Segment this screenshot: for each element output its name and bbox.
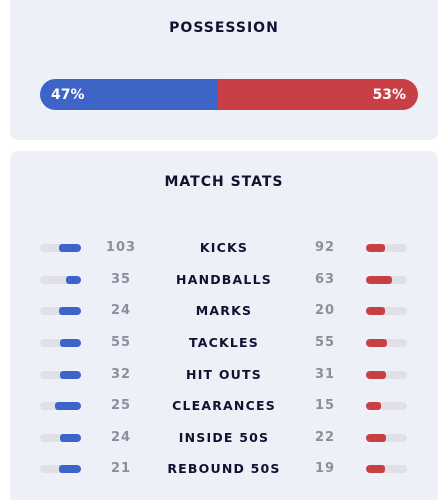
stat-row: 32 HIT OUTS 31 — [0, 366, 448, 384]
away-stat-bar — [366, 465, 407, 473]
home-stat-bar-fill — [59, 465, 81, 473]
home-stat-value: 55 — [110, 335, 132, 350]
match-stats-card: MATCH STATS — [10, 151, 438, 500]
away-stat-value: 92 — [314, 240, 336, 255]
home-stat-value: 35 — [110, 272, 132, 287]
possession-home-label: 47% — [51, 86, 85, 103]
home-stat-bar — [40, 276, 81, 284]
away-stat-bar-fill — [366, 339, 387, 347]
home-stat-bar-fill — [66, 276, 81, 284]
home-stat-bar-fill — [60, 434, 81, 442]
home-stat-bar-fill — [55, 402, 81, 410]
home-stat-bar-fill — [60, 339, 81, 347]
away-stat-bar — [366, 434, 407, 442]
possession-home-segment: 47% — [40, 79, 218, 110]
away-stat-bar — [366, 402, 407, 410]
away-stat-bar-fill — [366, 276, 392, 284]
away-stat-bar — [366, 339, 407, 347]
possession-away-label: 53% — [372, 86, 406, 103]
away-stat-bar — [366, 371, 407, 379]
possession-bar: 47% 53% — [40, 79, 418, 110]
away-stat-bar-fill — [366, 465, 385, 473]
possession-card: POSSESSION 47% 53% — [10, 0, 438, 140]
home-stat-bar — [40, 244, 81, 252]
stat-row: 24 MARKS 20 — [0, 302, 448, 320]
home-stat-value: 24 — [110, 430, 132, 445]
stat-label: INSIDE 50S — [178, 430, 270, 445]
stat-row: 103 KICKS 92 — [0, 239, 448, 257]
home-stat-value: 24 — [110, 303, 132, 318]
stat-label: REBOUND 50S — [167, 461, 281, 476]
home-stat-bar — [40, 434, 81, 442]
away-stat-value: 19 — [314, 461, 336, 476]
away-stat-value: 31 — [314, 367, 336, 382]
home-stat-bar — [40, 465, 81, 473]
away-stat-bar-fill — [366, 402, 381, 410]
home-stat-value: 25 — [110, 398, 132, 413]
home-stat-bar — [40, 339, 81, 347]
home-stat-bar — [40, 402, 81, 410]
away-stat-value: 15 — [314, 398, 336, 413]
away-stat-value: 20 — [314, 303, 336, 318]
possession-away-segment: 53% — [217, 79, 418, 110]
away-stat-bar-fill — [366, 434, 386, 442]
stat-label: KICKS — [199, 240, 249, 255]
stat-label: HIT OUTS — [186, 367, 262, 382]
stat-row: 55 TACKLES 55 — [0, 334, 448, 352]
away-stat-bar — [366, 276, 407, 284]
away-stat-bar-fill — [366, 244, 385, 252]
away-stat-value: 55 — [314, 335, 336, 350]
stat-label: HANDBALLS — [176, 272, 272, 287]
away-stat-value: 63 — [314, 272, 336, 287]
away-stat-bar-fill — [366, 307, 385, 315]
stat-row: 24 INSIDE 50S 22 — [0, 429, 448, 447]
home-stat-value: 21 — [110, 461, 132, 476]
away-stat-bar — [366, 244, 407, 252]
match-stats-title: MATCH STATS — [164, 174, 284, 190]
away-stat-value: 22 — [314, 430, 336, 445]
home-stat-value: 103 — [105, 240, 137, 255]
home-stat-bar-fill — [60, 371, 81, 379]
stat-row: 21 REBOUND 50S 19 — [0, 460, 448, 478]
stat-label: CLEARANCES — [172, 398, 276, 413]
stat-row: 25 CLEARANCES 15 — [0, 397, 448, 415]
stat-label: TACKLES — [189, 335, 259, 350]
stat-row: 35 HANDBALLS 63 — [0, 271, 448, 289]
home-stat-bar-fill — [59, 244, 81, 252]
away-stat-bar-fill — [366, 371, 386, 379]
home-stat-bar — [40, 371, 81, 379]
home-stat-bar — [40, 307, 81, 315]
away-stat-bar — [366, 307, 407, 315]
possession-title: POSSESSION — [169, 20, 279, 36]
home-stat-bar-fill — [59, 307, 81, 315]
stat-label: MARKS — [195, 303, 253, 318]
home-stat-value: 32 — [110, 367, 132, 382]
